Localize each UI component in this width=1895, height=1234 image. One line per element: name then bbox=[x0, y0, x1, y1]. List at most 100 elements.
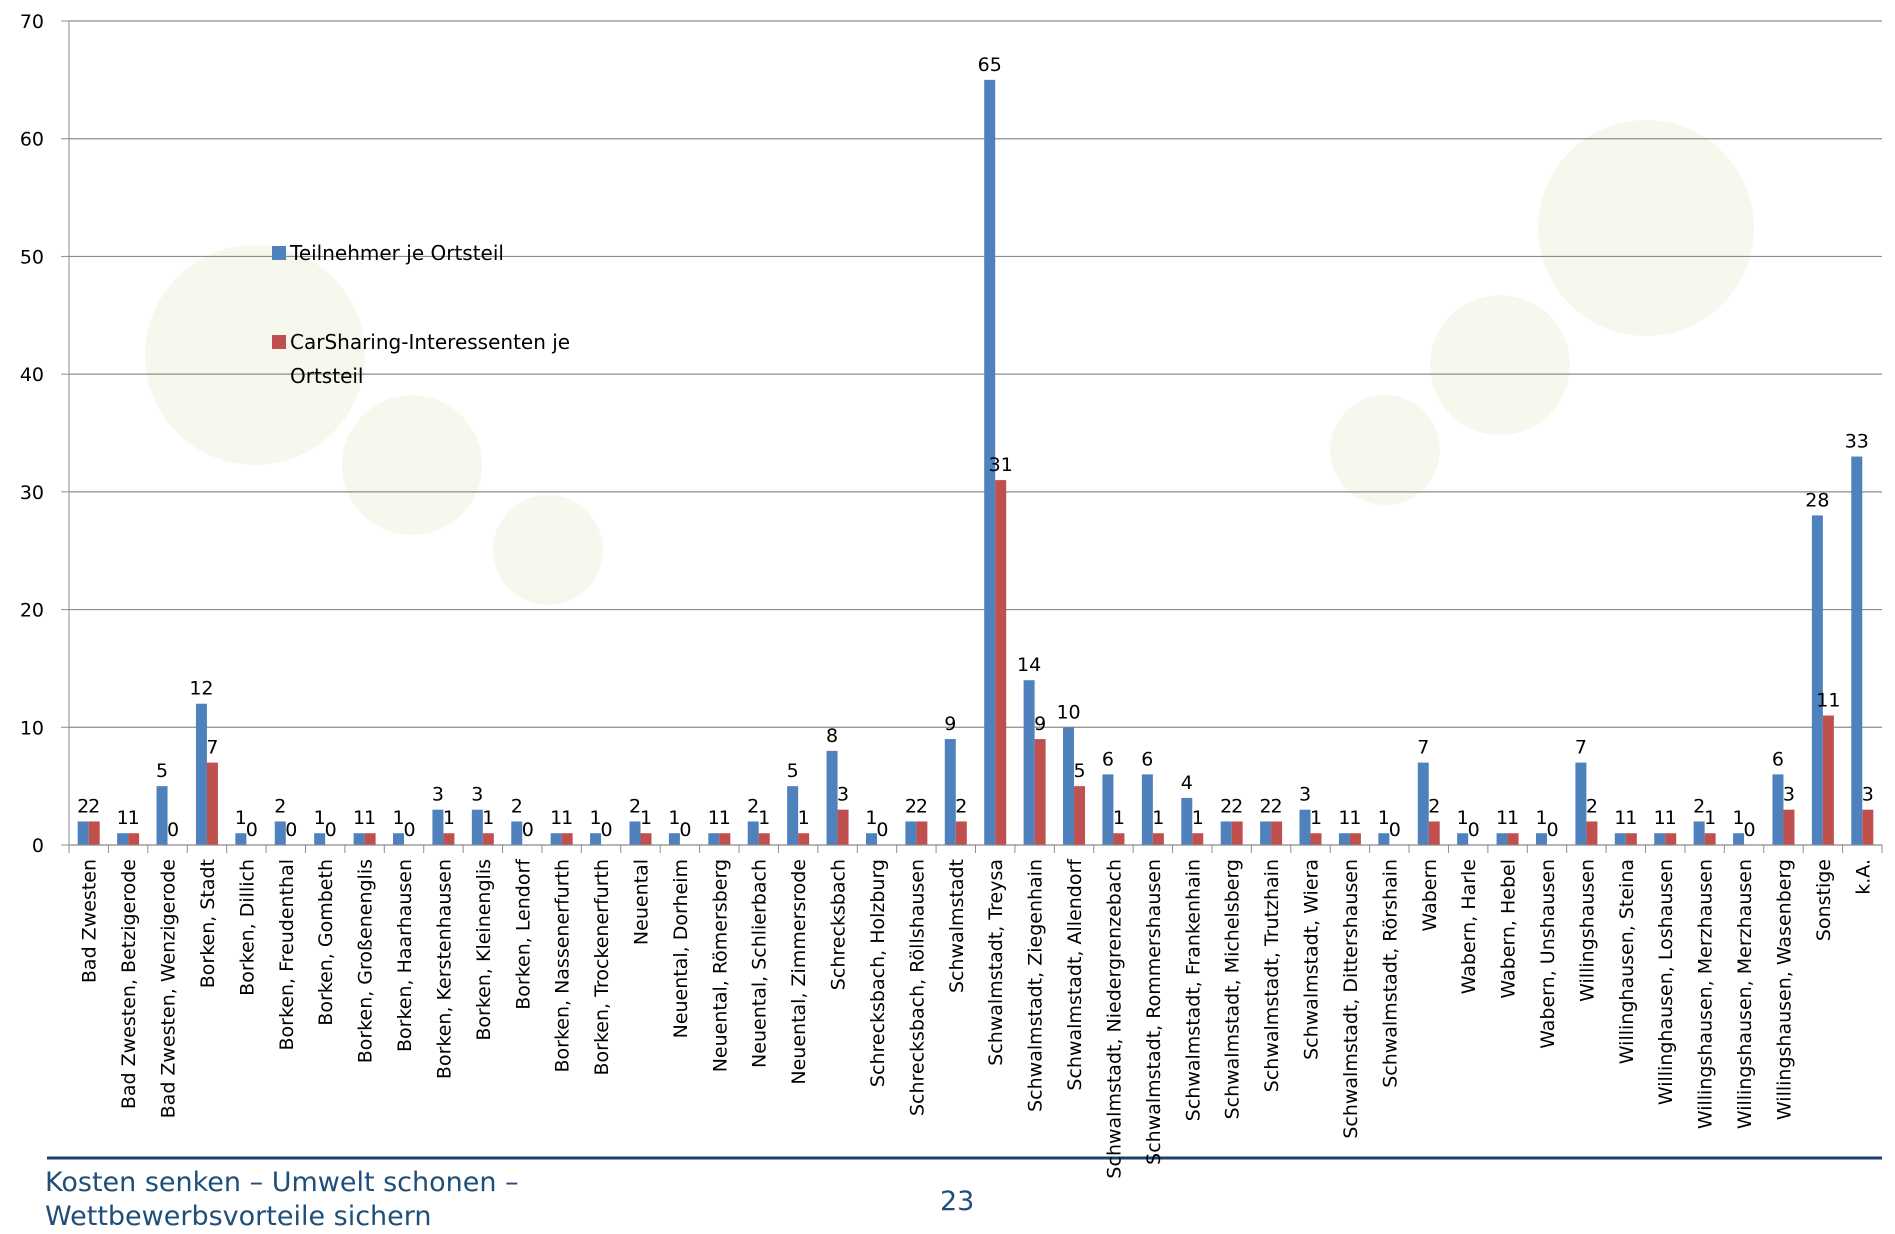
data-label: 0 bbox=[325, 819, 337, 841]
x-tick-label: Willingshausen, Merzhausen bbox=[1734, 859, 1756, 1129]
bar bbox=[511, 821, 523, 845]
x-tick-label: Schwalmstadt, Treysa bbox=[985, 859, 1007, 1066]
data-label: 0 bbox=[679, 819, 691, 841]
data-label: 2 bbox=[1693, 795, 1705, 817]
data-label: 1 bbox=[1665, 807, 1677, 829]
data-label: 0 bbox=[1546, 819, 1558, 841]
bar bbox=[482, 833, 494, 845]
x-tick-label: Schrecksbach, Röllshausen bbox=[906, 859, 928, 1116]
data-label: 14 bbox=[1017, 654, 1041, 676]
data-label: 0 bbox=[1389, 819, 1401, 841]
data-label: 1 bbox=[640, 807, 652, 829]
bar bbox=[1231, 821, 1243, 845]
bar bbox=[1733, 833, 1745, 845]
bar bbox=[1862, 809, 1874, 845]
bar bbox=[916, 821, 928, 845]
bar bbox=[1665, 833, 1677, 845]
bar bbox=[443, 833, 455, 845]
y-tick-label: 50 bbox=[20, 246, 44, 268]
data-label: 3 bbox=[1862, 784, 1874, 806]
data-label: 1 bbox=[1113, 807, 1125, 829]
bar bbox=[314, 833, 326, 845]
data-label: 3 bbox=[432, 784, 444, 806]
bar bbox=[1141, 774, 1153, 845]
data-label: 1 bbox=[314, 807, 326, 829]
y-tick-label: 30 bbox=[20, 482, 44, 504]
bar bbox=[708, 833, 720, 845]
data-label: 7 bbox=[1575, 737, 1587, 759]
data-label: 2 bbox=[1271, 795, 1283, 817]
bar bbox=[865, 833, 877, 845]
y-tick-label: 0 bbox=[32, 835, 44, 857]
data-label: 1 bbox=[364, 807, 376, 829]
x-tick-label: Borken, Trockenerfurth bbox=[591, 859, 613, 1075]
bar bbox=[1181, 797, 1193, 845]
bar bbox=[1693, 821, 1705, 845]
x-tick-label: Borken, Freudenthal bbox=[276, 859, 298, 1050]
bar bbox=[1704, 833, 1716, 845]
data-label: 0 bbox=[1744, 819, 1756, 841]
bar bbox=[235, 833, 247, 845]
bar bbox=[1349, 833, 1361, 845]
data-label: 2 bbox=[1220, 795, 1232, 817]
bar bbox=[364, 833, 376, 845]
bar bbox=[1783, 809, 1795, 845]
bar bbox=[1338, 833, 1350, 845]
x-tick-label: Schwalmstadt, Frankenhain bbox=[1182, 859, 1204, 1121]
bar bbox=[1260, 821, 1272, 845]
bar bbox=[561, 833, 573, 845]
x-tick-label: Borken, Gombeth bbox=[315, 859, 337, 1026]
data-label: 1 bbox=[561, 807, 573, 829]
data-label: 1 bbox=[392, 807, 404, 829]
bar bbox=[944, 739, 956, 845]
x-tick-label: Schwalmstadt, Wiera bbox=[1301, 859, 1323, 1060]
data-label: 3 bbox=[837, 784, 849, 806]
x-tick-label: Wabern, Harle bbox=[1458, 859, 1480, 994]
legend-swatch bbox=[272, 246, 286, 260]
data-label: 1 bbox=[1733, 807, 1745, 829]
bar bbox=[1822, 715, 1834, 845]
x-tick-label: Bad Zwesten, Betzigerode bbox=[118, 859, 140, 1109]
data-label: 33 bbox=[1845, 431, 1869, 453]
data-label: 1 bbox=[668, 807, 680, 829]
data-label: 10 bbox=[1056, 701, 1080, 723]
bar bbox=[1575, 762, 1587, 845]
bar bbox=[1417, 762, 1429, 845]
data-label: 5 bbox=[156, 760, 168, 782]
legend-label: CarSharing-Interessenten je Ortsteil bbox=[290, 330, 571, 388]
x-tick-label: Wabern bbox=[1419, 859, 1441, 931]
bar bbox=[995, 480, 1007, 845]
footer-text: Kosten senken – Umwelt schonen – Wettbew… bbox=[45, 1167, 519, 1232]
x-tick-label: Borken, Kleinenglis bbox=[473, 859, 495, 1041]
data-label: 1 bbox=[758, 807, 770, 829]
y-tick-label: 20 bbox=[20, 600, 44, 622]
bar bbox=[1625, 833, 1637, 845]
data-label: 7 bbox=[1417, 737, 1429, 759]
bar bbox=[77, 821, 89, 845]
background-decoration bbox=[145, 120, 1754, 605]
data-label: 1 bbox=[1310, 807, 1322, 829]
bar bbox=[1271, 821, 1283, 845]
x-tick-label: Willingshausen, Wasenberg bbox=[1773, 859, 1795, 1120]
bar bbox=[471, 809, 483, 845]
x-tick-label: Schrecksbach bbox=[828, 859, 850, 990]
bar bbox=[1023, 680, 1035, 845]
y-tick-label: 10 bbox=[20, 717, 44, 739]
data-label: 1 bbox=[1152, 807, 1164, 829]
data-label: 12 bbox=[189, 678, 213, 700]
data-label: 1 bbox=[1192, 807, 1204, 829]
bar bbox=[550, 833, 562, 845]
x-tick-label: Borken, Kerstenhausen bbox=[433, 859, 455, 1079]
legend-item: Teilnehmer je Ortsteil bbox=[272, 236, 572, 270]
data-label: 7 bbox=[206, 737, 218, 759]
x-tick-label: Neuental, Dorheim bbox=[670, 859, 692, 1038]
data-label: 2 bbox=[905, 795, 917, 817]
bar bbox=[1654, 833, 1666, 845]
x-tick-label: Neuental, Römersberg bbox=[709, 859, 731, 1072]
x-tick-label: Schrecksbach, Holzburg bbox=[867, 859, 889, 1087]
x-tick-label: Schwalmstadt, Niedergrenzebach bbox=[1103, 859, 1125, 1179]
data-label: 1 bbox=[865, 807, 877, 829]
bar bbox=[984, 79, 996, 846]
bar bbox=[1496, 833, 1508, 845]
